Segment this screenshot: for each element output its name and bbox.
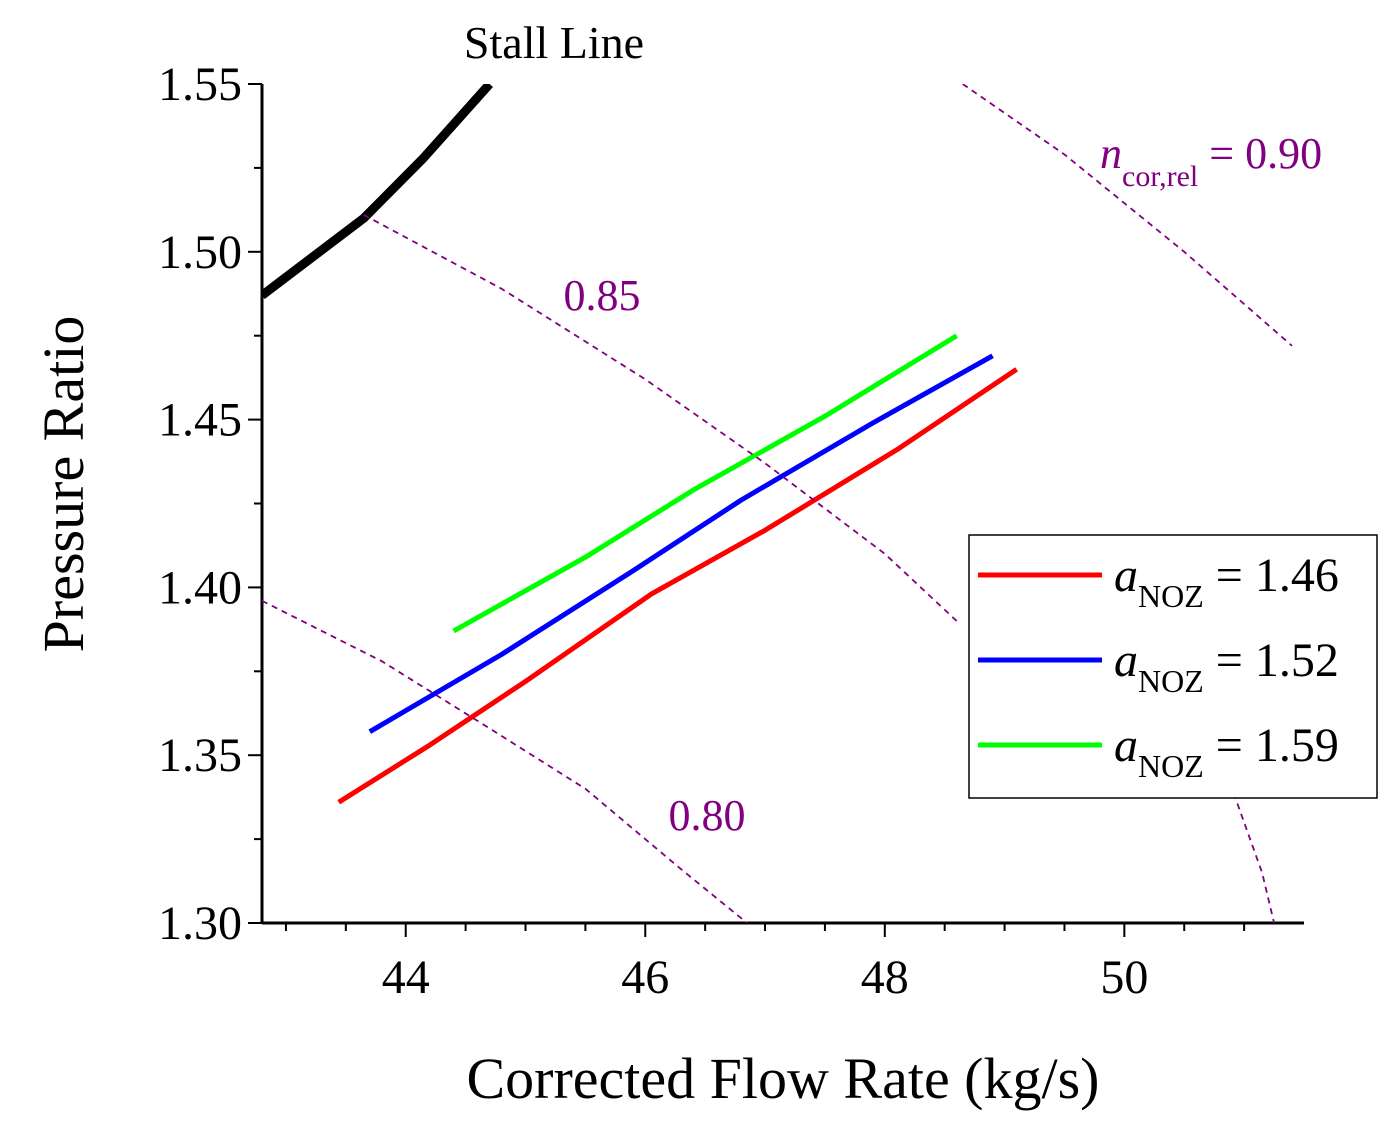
speed-symbol: n [1100, 129, 1122, 178]
stall-line [262, 84, 493, 299]
x-tick-label: 46 [621, 951, 669, 1004]
y-axis-title: Pressure Ratio [31, 316, 96, 653]
legend-label: aNOZ = 1.59 [1114, 719, 1339, 784]
legend-label: aNOZ = 1.52 [1114, 634, 1339, 699]
speed-line [1183, 721, 1275, 923]
x-tick-label: 48 [861, 951, 909, 1004]
y-tick-label: 1.35 [158, 729, 242, 782]
speed-line [962, 84, 1293, 347]
axis-ticks [248, 83, 1246, 937]
series-line [368, 353, 994, 734]
series-layer [262, 84, 1293, 923]
speed-line-090-label: ncor,rel = 0.90 [1100, 129, 1322, 193]
speed-subscript: cor,rel [1122, 160, 1198, 193]
y-tick-label: 1.55 [158, 58, 242, 111]
series-line [337, 367, 1018, 805]
speed-line [262, 599, 748, 923]
y-tick-label: 1.45 [158, 394, 242, 447]
y-tick-label: 1.50 [158, 226, 242, 279]
legend-box [968, 534, 1378, 799]
legend: aNOZ = 1.46 aNOZ = 1.52 aNOZ = 1.59 [968, 534, 1378, 799]
legend-label: aNOZ = 1.46 [1114, 549, 1339, 614]
stall-line-label: Stall Line [464, 17, 644, 68]
speed-line-080-label: 0.80 [669, 791, 746, 840]
x-axis-title: Corrected Flow Rate (kg/s) [466, 1046, 1099, 1111]
speed-line [363, 214, 958, 622]
series-line [452, 333, 959, 634]
y-tick-label: 1.40 [158, 561, 242, 614]
x-tick-label: 44 [382, 951, 430, 1004]
x-tick-label: 50 [1100, 951, 1148, 1004]
speed-value: = 0.90 [1198, 129, 1322, 178]
tick-labels: 44 46 48 50 1.30 1.35 1.40 1.45 1.50 1.55 [158, 58, 1148, 1004]
y-tick-label: 1.30 [158, 897, 242, 950]
speed-line-085-label: 0.85 [564, 271, 641, 320]
